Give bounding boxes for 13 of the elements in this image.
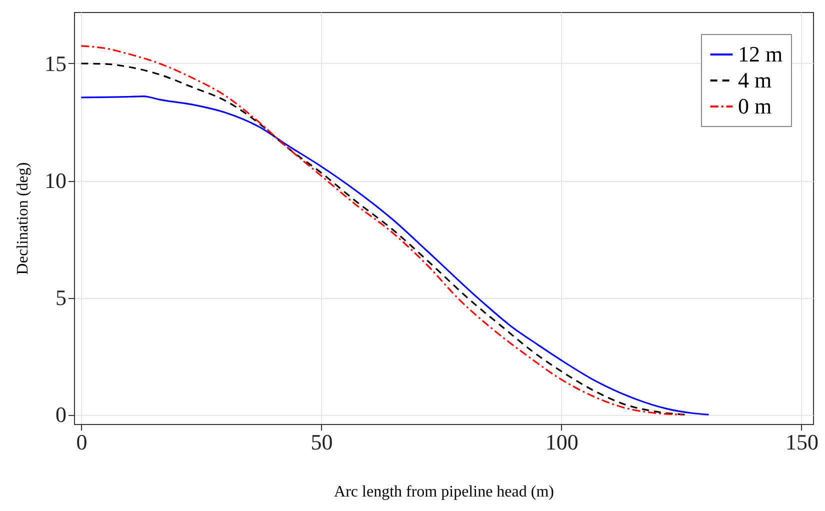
x-tick-label: 100 bbox=[545, 430, 578, 454]
y-tick-label: 5 bbox=[56, 285, 66, 310]
x-tick-label: 150 bbox=[785, 430, 818, 454]
y-tick-label: 15 bbox=[44, 51, 66, 76]
x-tick-label: 0 bbox=[76, 430, 88, 454]
x-axis-title: Arc length from pipeline head (m) bbox=[334, 484, 554, 500]
legend-label: 0 m bbox=[738, 94, 772, 118]
x-tick-label: 50 bbox=[310, 430, 333, 454]
y-tick-label: 10 bbox=[44, 168, 66, 194]
legend-label: 12 m bbox=[738, 42, 783, 66]
y-tick-label: 0 bbox=[56, 402, 66, 428]
legend-label: 4 m bbox=[738, 68, 772, 92]
y-axis-title: Declination (deg) bbox=[14, 162, 32, 275]
